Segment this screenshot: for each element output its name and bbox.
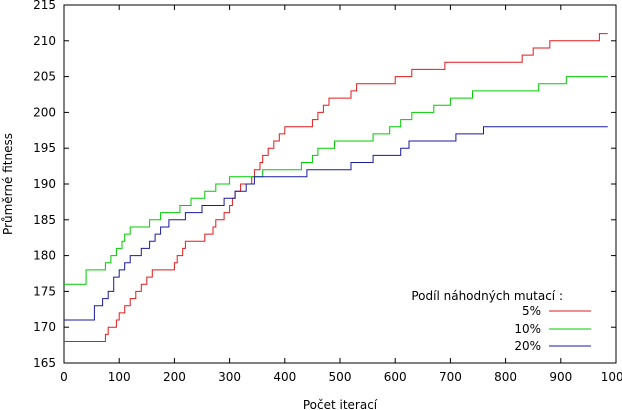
legend-title: Podíl náhodných mutací : [411, 289, 563, 303]
x-tick-label: 0 [60, 370, 68, 384]
y-tick-label: 165 [33, 356, 56, 370]
y-tick-label: 205 [33, 70, 56, 84]
x-tick-label: 800 [494, 370, 517, 384]
series-line-10pct [64, 76, 608, 285]
x-tick-label: 300 [218, 370, 241, 384]
y-tick-label: 170 [33, 320, 56, 334]
x-tick-label: 400 [273, 370, 296, 384]
y-tick-label: 210 [33, 34, 56, 48]
legend-label: 5% [522, 304, 541, 318]
y-tick-label: 190 [33, 177, 56, 191]
series-line-20pct [64, 126, 608, 321]
y-tick-label: 175 [33, 284, 56, 298]
x-axis-label: Počet iterací [303, 398, 378, 410]
x-tick-label: 1000 [601, 370, 622, 384]
y-tick-label: 195 [33, 141, 56, 155]
x-tick-label: 500 [329, 370, 352, 384]
x-tick-label: 900 [549, 370, 572, 384]
x-tick-label: 600 [384, 370, 407, 384]
x-tick-label: 700 [439, 370, 462, 384]
y-tick-label: 200 [33, 105, 56, 119]
legend-label: 10% [514, 322, 541, 336]
legend-label: 20% [514, 339, 541, 353]
axis-ticks: 0 100 200 300 400 500 600 700 800 900 1000 165 170 17… [33, 0, 622, 384]
y-tick-label: 215 [33, 0, 56, 12]
y-tick-label: 185 [33, 213, 56, 227]
x-tick-label: 100 [108, 370, 131, 384]
series-lines [64, 33, 608, 342]
y-axis-label: Průměrné fitness [1, 133, 15, 235]
x-tick-label: 200 [163, 370, 186, 384]
y-tick-label: 180 [33, 249, 56, 263]
legend: Podíl náhodných mutací : 5% 10% 20% [411, 289, 591, 353]
